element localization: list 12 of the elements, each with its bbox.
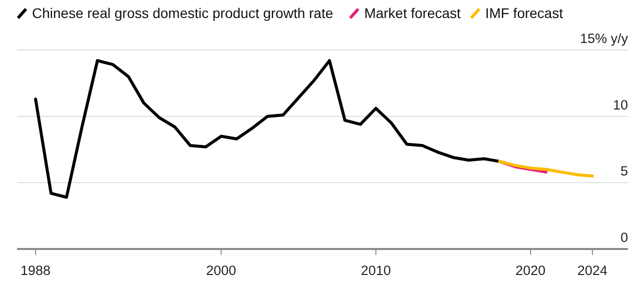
- y-tick-label: 0: [620, 230, 628, 245]
- y-tick-label: 15% y/y: [580, 31, 628, 46]
- y-tick-label: 10: [612, 97, 628, 112]
- x-tick-label: 2020: [516, 263, 546, 278]
- x-tick-label: 1988: [20, 263, 51, 278]
- y-tick-label: 5: [620, 164, 628, 179]
- legend-label: IMF forecast: [485, 5, 564, 21]
- legend-label: Chinese real gross domestic product growth rate: [32, 5, 334, 21]
- x-tick-label: 2024: [577, 263, 608, 278]
- legend-label: Market forecast: [364, 5, 461, 21]
- x-tick-label: 2010: [360, 263, 391, 278]
- x-tick-label: 2000: [206, 263, 236, 278]
